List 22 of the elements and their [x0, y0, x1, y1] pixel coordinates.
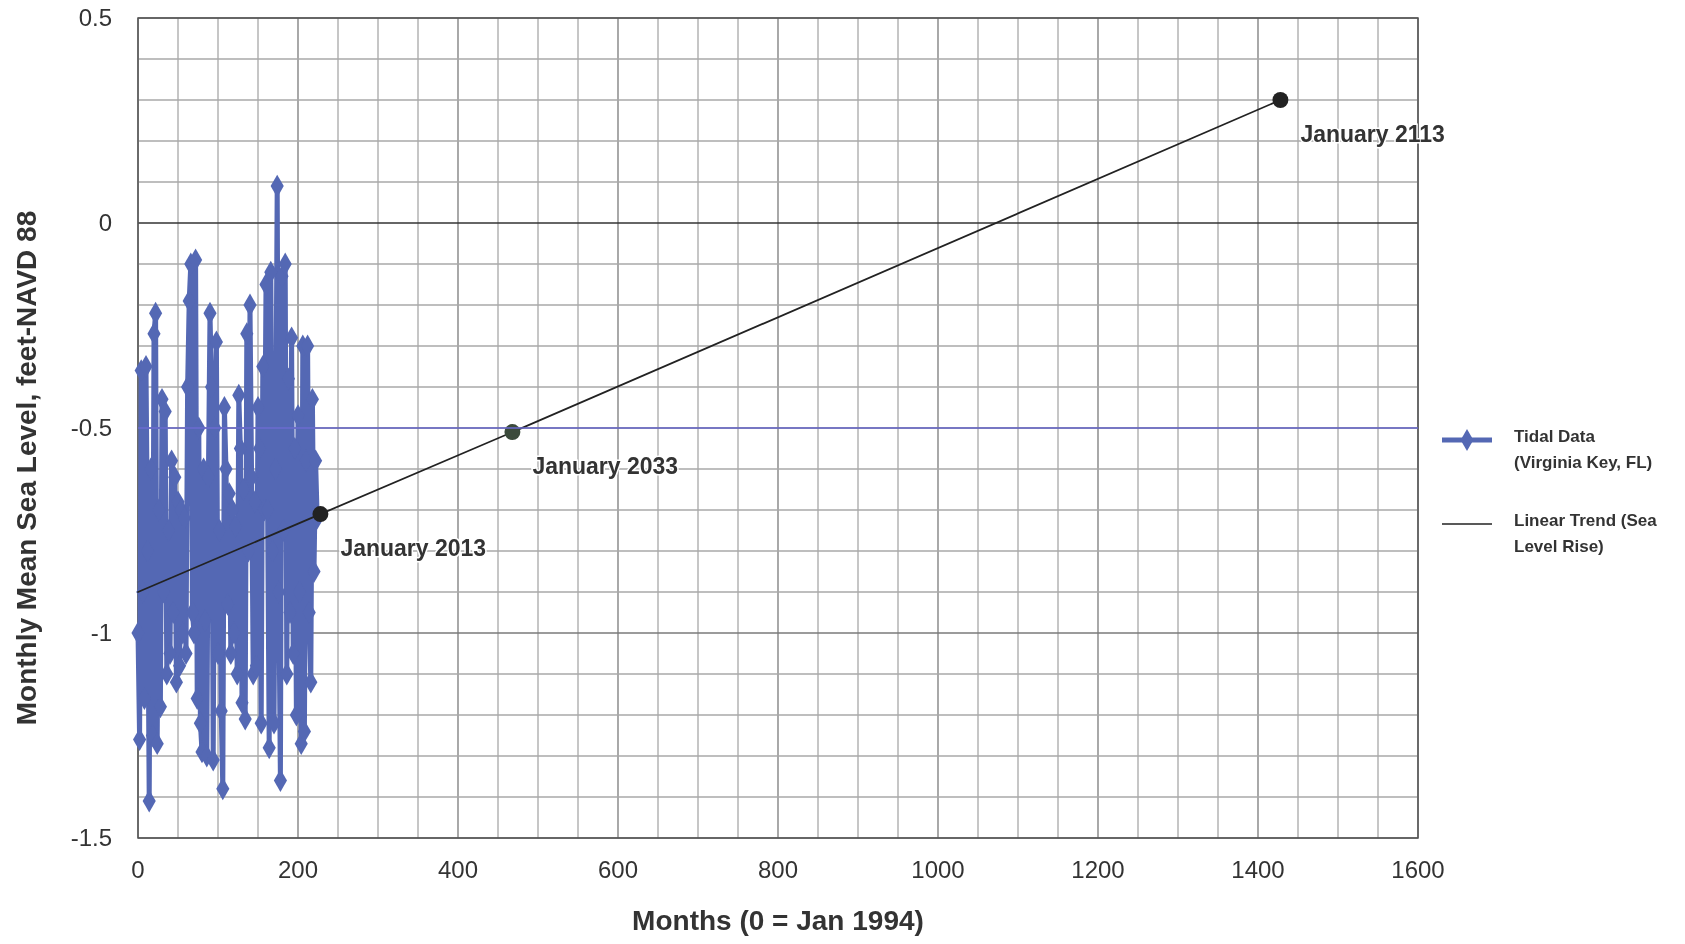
y-axis-title: Monthly Mean Sea Level, feet-NAVD 88: [11, 210, 42, 726]
annotation: January 2033: [532, 453, 679, 480]
x-tick-label: 600: [597, 856, 639, 883]
x-tick-label: 800: [757, 856, 799, 883]
y-tick-label: -1.5: [70, 824, 112, 851]
point: [312, 506, 329, 523]
x-axis-title: Months (0 = Jan 1994): [632, 905, 924, 936]
point: [1272, 92, 1289, 108]
x-tick-label: 1200: [1071, 856, 1125, 883]
y-tick-label: 0: [98, 209, 112, 236]
y-tick-label: 0.5: [78, 4, 112, 31]
x-tick-label: 0: [131, 856, 145, 883]
x-tick-label: 400: [437, 856, 479, 883]
x-tick-label: 1000: [911, 856, 965, 883]
legend-label: Tidal Data (Virginia Key, FL): [1514, 427, 1653, 472]
y-tick-label: -1: [90, 619, 112, 646]
y-tick-label: -0.5: [70, 414, 112, 441]
x-tick-label: 1400: [1231, 856, 1285, 883]
legend-label: Linear Trend (Sea Level Rise): [1514, 511, 1658, 556]
x-tick-label: 1600: [1391, 856, 1445, 883]
x-tick-label: 200: [277, 856, 319, 883]
annotation: January 2013: [340, 535, 487, 562]
